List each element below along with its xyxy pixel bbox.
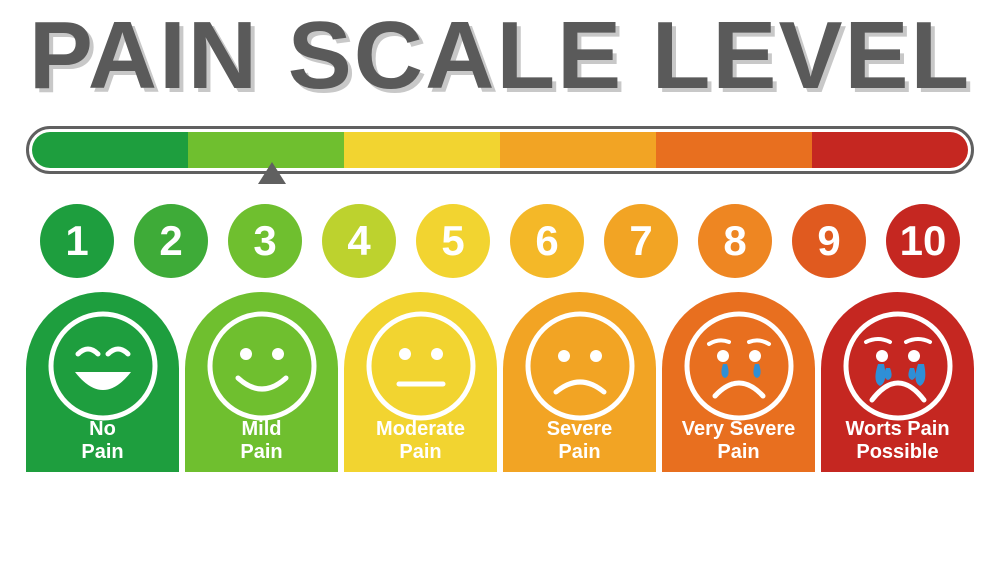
face-label-2: Mild Pain <box>185 418 338 464</box>
number-circle-4: 4 <box>322 204 396 278</box>
bar-segment-3 <box>344 132 500 168</box>
face-column-6: Worts Pain Possible <box>821 292 974 472</box>
number-circle-9: 9 <box>792 204 866 278</box>
scale-indicator <box>258 162 286 184</box>
bar-segment-5 <box>656 132 812 168</box>
bar-segment-1 <box>32 132 188 168</box>
faces-row: No PainMild PainModerate PainSevere Pain… <box>26 292 974 472</box>
face-label-6: Worts Pain Possible <box>821 418 974 464</box>
face-arch-6: Worts Pain Possible <box>821 292 974 472</box>
face-arch-3: Moderate Pain <box>344 292 497 472</box>
face-icon-laugh <box>43 306 163 431</box>
face-column-4: Severe Pain <box>503 292 656 472</box>
number-circle-8: 8 <box>698 204 772 278</box>
face-label-3: Moderate Pain <box>344 418 497 464</box>
face-column-5: Very Severe Pain <box>662 292 815 472</box>
face-icon-smile <box>202 306 322 431</box>
face-icon-cry <box>838 306 958 431</box>
number-circle-3: 3 <box>228 204 302 278</box>
number-circle-1: 1 <box>40 204 114 278</box>
face-icon-frown <box>520 306 640 431</box>
page-title: PAIN SCALE LEVEL <box>0 0 1000 104</box>
number-circle-10: 10 <box>886 204 960 278</box>
face-column-2: Mild Pain <box>185 292 338 472</box>
face-label-5: Very Severe Pain <box>662 418 815 464</box>
face-column-1: No Pain <box>26 292 179 472</box>
face-label-4: Severe Pain <box>503 418 656 464</box>
bar-segment-4 <box>500 132 656 168</box>
face-icon-sad <box>679 306 799 431</box>
scale-bar-outline <box>26 126 974 174</box>
face-arch-4: Severe Pain <box>503 292 656 472</box>
face-label-1: No Pain <box>26 418 179 464</box>
number-circle-5: 5 <box>416 204 490 278</box>
number-circle-2: 2 <box>134 204 208 278</box>
number-row: 123456789 10 <box>26 204 974 278</box>
face-icon-neutral <box>361 306 481 431</box>
face-arch-5: Very Severe Pain <box>662 292 815 472</box>
bar-segment-6 <box>812 132 968 168</box>
face-arch-1: No Pain <box>26 292 179 472</box>
face-arch-2: Mild Pain <box>185 292 338 472</box>
number-circle-6: 6 <box>510 204 584 278</box>
face-column-3: Moderate Pain <box>344 292 497 472</box>
number-circle-7: 7 <box>604 204 678 278</box>
scale-bar <box>26 126 974 174</box>
